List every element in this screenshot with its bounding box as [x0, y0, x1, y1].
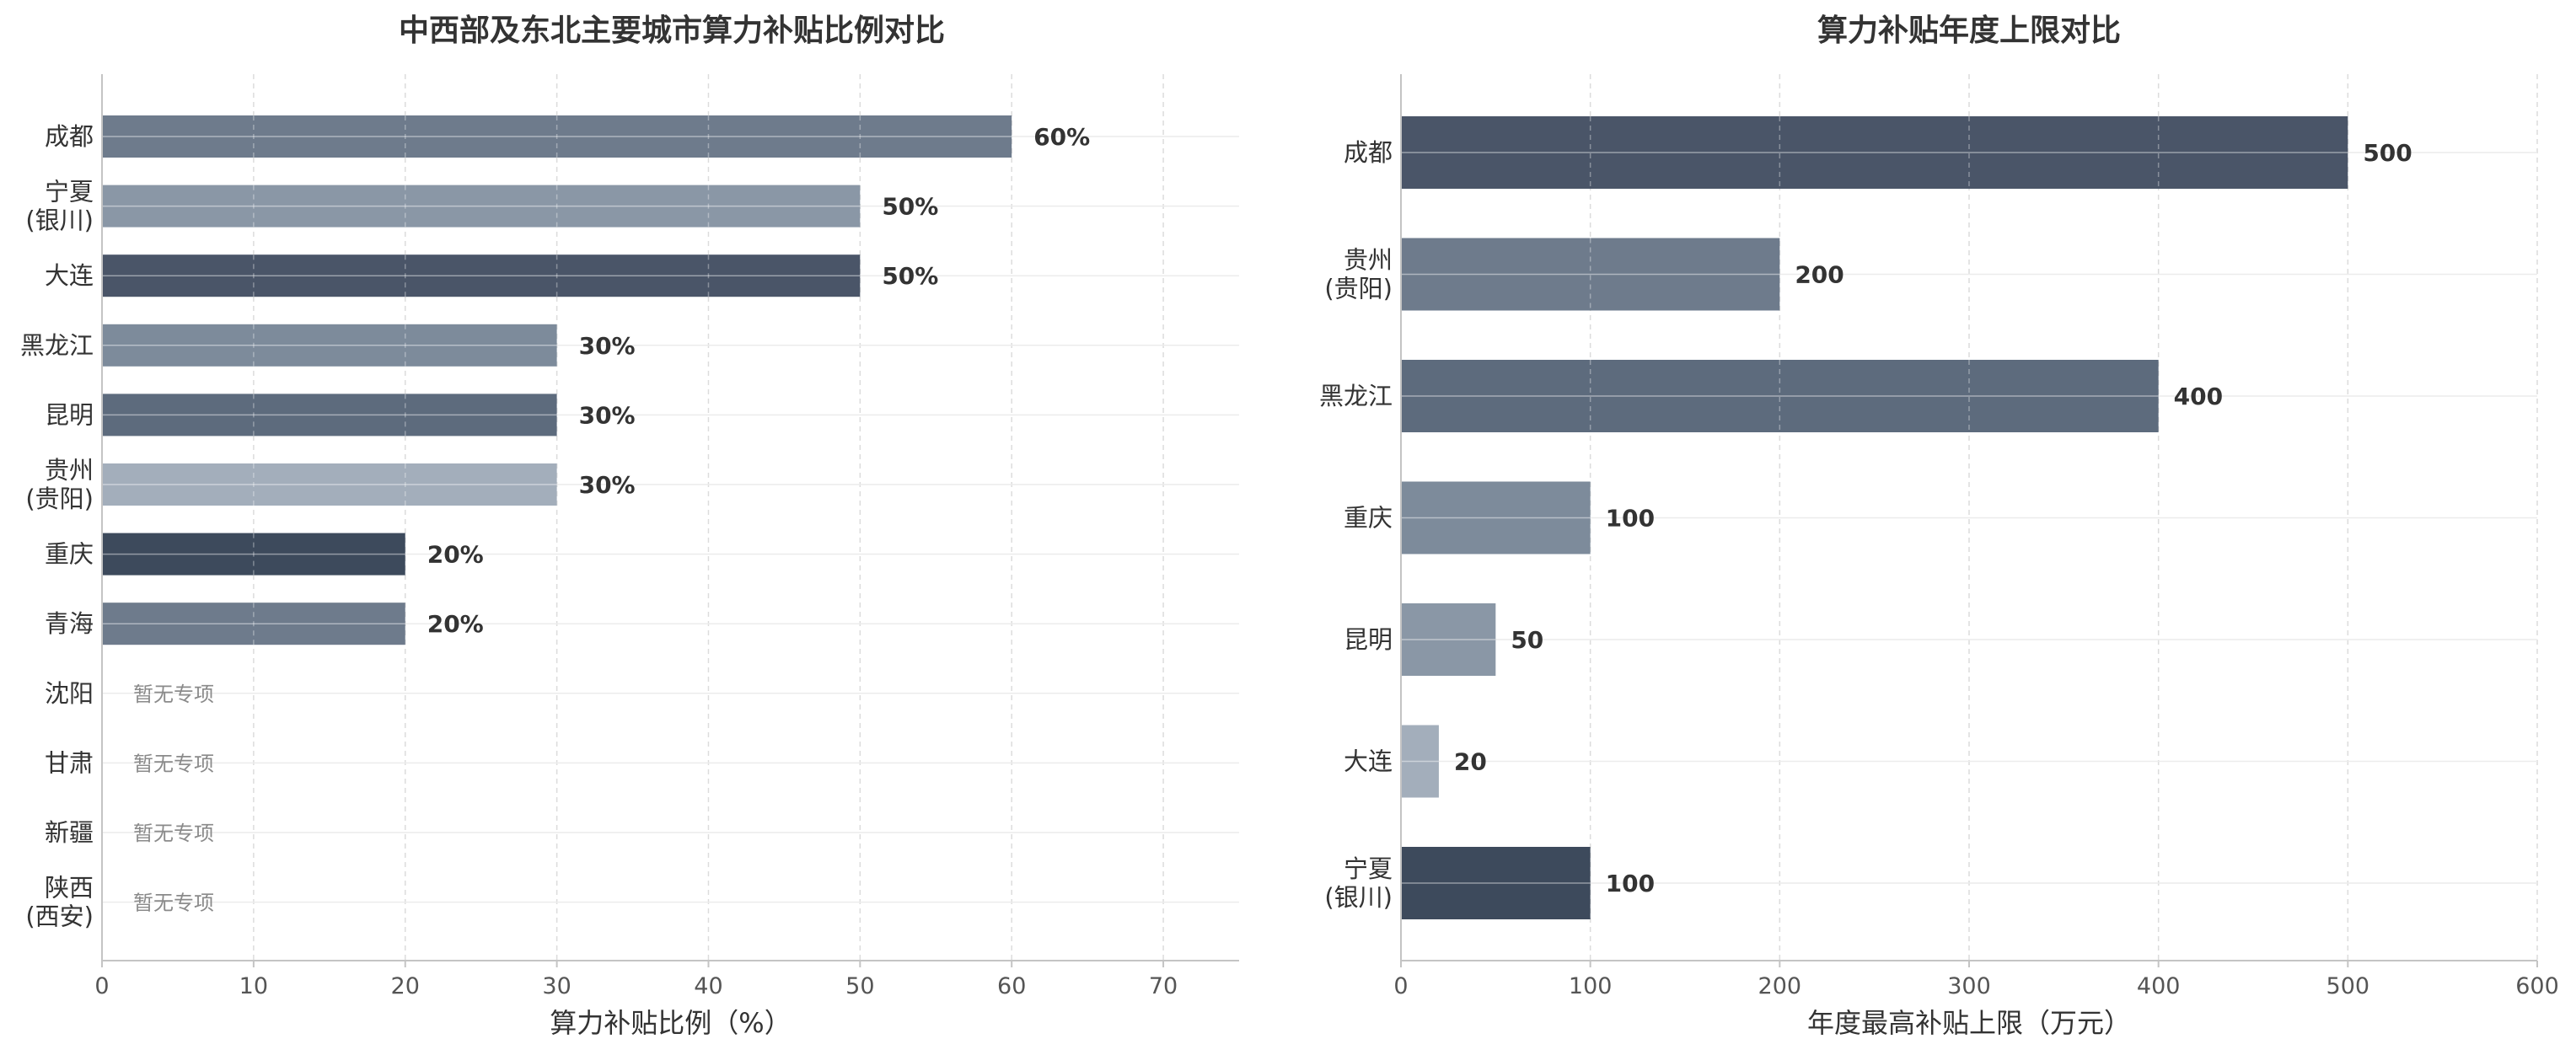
chart-1-category-label-4-line-0: 昆明 — [45, 400, 94, 429]
chart-1-bar-3 — [102, 324, 557, 367]
chart-1-x-tick-label-1: 10 — [239, 973, 268, 999]
chart-1-value-label-0: 60% — [1033, 123, 1090, 151]
chart-2-bar-4 — [1401, 603, 1496, 676]
chart-2-title: 算力补贴年度上限对比 — [1817, 13, 2121, 48]
chart-1-category-label-1: 宁夏(银川) — [25, 178, 94, 235]
chart-1-title: 中西部及东北主要城市算力补贴比例对比 — [399, 13, 945, 48]
chart-2-x-tick-label-5: 500 — [2326, 973, 2370, 999]
chart-2-x-tick-label-4: 400 — [2137, 973, 2181, 999]
chart-1-bar-0 — [102, 115, 1012, 158]
chart-1-category-label-9: 甘肃 — [45, 748, 94, 777]
chart-1-category-label-4: 昆明 — [45, 400, 94, 429]
chart-2-category-label-1: 贵州(贵阳) — [1324, 246, 1393, 303]
chart-1-bar-1 — [102, 185, 861, 228]
chart-2-category-label-1-line-0: 贵州 — [1344, 246, 1393, 275]
chart-1-category-label-9-line-0: 甘肃 — [45, 748, 94, 777]
chart-1-category-label-0-line-0: 成都 — [45, 122, 94, 151]
chart-2-category-label-2: 黑龙江 — [1319, 382, 1393, 410]
chart-1-category-label-11-line-0: 陕西 — [45, 874, 94, 902]
chart-2-bar-5 — [1401, 725, 1439, 798]
chart-1-x-axis-label: 算力补贴比例（%） — [550, 1007, 791, 1039]
chart-1-category-label-1-line-1: (银川) — [25, 206, 94, 235]
chart-1-value-label-5: 30% — [579, 471, 636, 499]
chart-1-category-label-7: 青海 — [45, 609, 94, 638]
chart-1-category-label-10-line-0: 新疆 — [45, 818, 94, 847]
chart-2-category-label-4-line-0: 昆明 — [1344, 625, 1393, 654]
chart-1-note-10: 暂无专项 — [133, 822, 214, 845]
chart-2-x-tick-label-3: 300 — [1947, 973, 1991, 999]
chart-2-value-label-0: 500 — [2363, 139, 2412, 167]
chart-2-category-label-6-line-1: (银川) — [1324, 883, 1393, 912]
chart-1-category-label-2: 大连 — [45, 261, 94, 290]
chart-1-bar-7 — [102, 602, 405, 645]
chart-1-category-label-11: 陕西(西安) — [25, 874, 94, 931]
chart-2-category-label-4: 昆明 — [1344, 625, 1393, 654]
chart-1-category-label-8-line-0: 沈阳 — [45, 679, 94, 708]
chart-2-value-label-5: 20 — [1454, 748, 1487, 776]
chart-1-category-label-3: 黑龙江 — [20, 331, 94, 360]
chart-1-note-9: 暂无专项 — [133, 752, 214, 775]
chart-2-category-label-0: 成都 — [1344, 138, 1393, 167]
chart-1-x-tick-label-3: 30 — [542, 973, 571, 999]
chart-1-category-label-11-line-1: (西安) — [25, 902, 94, 931]
chart-1-x-tick-label-6: 60 — [997, 973, 1026, 999]
chart-1-bar-6 — [102, 533, 405, 576]
chart-2-x-tick-label-6: 600 — [2515, 973, 2559, 999]
chart-1-category-label-6-line-0: 重庆 — [45, 540, 94, 569]
chart-2-bar-3 — [1401, 481, 1591, 554]
chart-1-category-label-10: 新疆 — [45, 818, 94, 847]
chart-1-category-label-2-line-0: 大连 — [45, 261, 94, 290]
chart-2-bar-2 — [1401, 360, 2159, 432]
chart-1-bar-5 — [102, 463, 557, 506]
chart-1-x-tick-label-7: 70 — [1149, 973, 1178, 999]
chart-1-note-8: 暂无专项 — [133, 683, 214, 706]
chart-2-value-label-1: 200 — [1795, 261, 1843, 289]
chart-2-category-label-5: 大连 — [1344, 747, 1393, 776]
chart-1-category-label-7-line-0: 青海 — [45, 609, 94, 638]
chart-1-value-label-3: 30% — [579, 332, 636, 360]
chart-2-category-label-2-line-0: 黑龙江 — [1319, 382, 1393, 410]
chart-1-x-tick-label-2: 20 — [391, 973, 420, 999]
chart-1-value-label-2: 50% — [882, 262, 938, 290]
chart-2-category-label-3: 重庆 — [1344, 504, 1393, 533]
chart-2-category-label-3-line-0: 重庆 — [1344, 504, 1393, 533]
chart-2-category-label-0-line-0: 成都 — [1344, 138, 1393, 167]
chart-2-category-label-6: 宁夏(银川) — [1324, 854, 1393, 912]
chart-2-value-label-2: 400 — [2174, 383, 2223, 410]
chart-1-bar-4 — [102, 394, 557, 436]
chart-1-bar-2 — [102, 254, 861, 297]
chart-1-x-tick-label-4: 40 — [694, 973, 722, 999]
chart-1-x-tick-label-5: 50 — [845, 973, 874, 999]
chart-1-category-label-5: 贵州(贵阳) — [25, 456, 94, 513]
chart-1-category-label-0: 成都 — [45, 122, 94, 151]
chart-1-category-label-5-line-0: 贵州 — [45, 456, 94, 485]
chart-2-bar-6 — [1401, 847, 1591, 919]
chart-1-value-label-1: 50% — [882, 193, 938, 221]
chart-2-x-tick-label-0: 0 — [1393, 973, 1408, 999]
chart-2-value-label-3: 100 — [1606, 505, 1655, 533]
chart-2-x-axis-label: 年度最高补贴上限（万元） — [1807, 1007, 2131, 1039]
chart-1-category-label-5-line-1: (贵阳) — [25, 485, 94, 513]
chart-1-value-label-4: 30% — [579, 401, 636, 429]
chart-1-category-label-6: 重庆 — [45, 540, 94, 569]
chart-1-category-label-3-line-0: 黑龙江 — [20, 331, 94, 360]
chart-2-x-tick-label-2: 200 — [1758, 973, 1802, 999]
chart-1-value-label-6: 20% — [427, 541, 484, 569]
chart-2-bar-1 — [1401, 238, 1780, 311]
chart-1-x-tick-label-0: 0 — [94, 973, 109, 999]
chart-2-category-label-1-line-1: (贵阳) — [1324, 275, 1393, 303]
chart-1-category-label-1-line-0: 宁夏 — [45, 178, 94, 206]
chart-2-category-label-6-line-0: 宁夏 — [1344, 854, 1393, 883]
chart-2-x-tick-label-1: 100 — [1569, 973, 1613, 999]
chart-2-bar-0 — [1401, 116, 2348, 189]
chart-1-note-11: 暂无专项 — [133, 892, 214, 915]
chart-2-value-label-4: 50 — [1511, 626, 1543, 654]
chart-2-value-label-6: 100 — [1606, 870, 1655, 897]
chart-2-category-label-5-line-0: 大连 — [1344, 747, 1393, 776]
chart-1-value-label-7: 20% — [427, 610, 484, 638]
chart-1-category-label-8: 沈阳 — [45, 679, 94, 708]
